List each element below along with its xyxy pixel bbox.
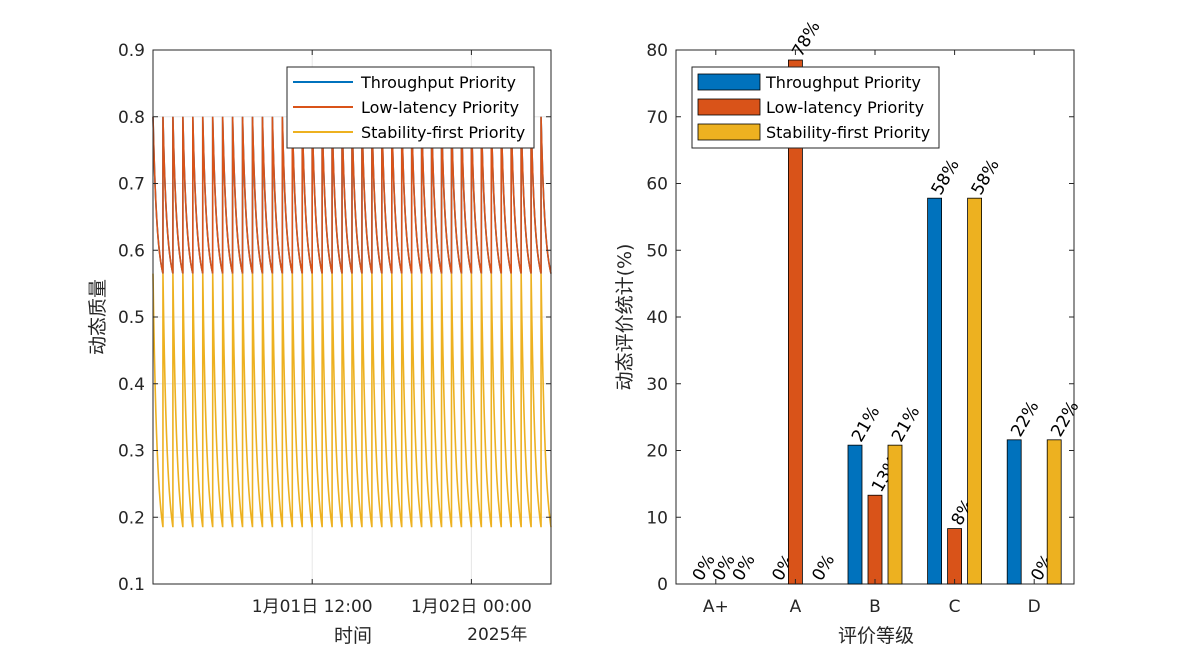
legend-entry: Throughput Priority [360, 73, 516, 92]
data-label: 0% [808, 551, 839, 584]
legend-entry: Low-latency Priority [766, 98, 924, 117]
y-tick-label: 0.3 [118, 442, 145, 462]
x-secondary-label: 2025年 [467, 625, 527, 645]
y-tick-label: 0.9 [118, 41, 145, 61]
y-tick-label: 20 [646, 442, 668, 462]
bar [868, 495, 882, 584]
y-tick-label: 0.5 [118, 308, 145, 328]
data-label: 0% [729, 551, 760, 584]
x-tick-label: 1月01日 12:00 [252, 597, 373, 617]
y-tick-label: 50 [646, 241, 668, 261]
legend-entry: Stability-first Priority [766, 123, 930, 142]
x-axis-label: 评价等级 [838, 625, 914, 647]
bar [968, 198, 982, 584]
y-tick-label: 0.1 [118, 575, 145, 595]
bar [888, 445, 902, 584]
x-tick-label: B [869, 597, 881, 617]
y-axis-label: 动态质量 [87, 279, 109, 355]
line-chart: 0.1 0.2 0.3 0.4 0.5 0.6 0.7 0.8 0.9 1月01日 12:00 1月… [87, 41, 551, 647]
legend-entry: Stability-first Priority [361, 123, 525, 142]
y-tick-label: 60 [646, 175, 668, 195]
y-tick-label: 10 [646, 508, 668, 528]
x-tick-label: C [949, 597, 961, 617]
legend-entry: Throughput Priority [765, 73, 921, 92]
y-tick-label: 40 [646, 308, 668, 328]
legend-swatch [698, 99, 760, 115]
x-tick-label: 1月02日 00:00 [411, 597, 532, 617]
data-label: 22% [1047, 398, 1083, 441]
y-tick-label: 0.4 [118, 375, 145, 395]
y-tick-label: 0.8 [118, 108, 145, 128]
bar [1007, 440, 1021, 584]
data-label: 22% [1007, 398, 1043, 441]
series-line-2 [153, 274, 551, 528]
legend-swatch [698, 124, 760, 140]
bar [948, 529, 962, 584]
data-label: 78% [788, 18, 824, 61]
bar [928, 198, 942, 584]
y-tick-label: 70 [646, 108, 668, 128]
x-tick-label: D [1028, 597, 1041, 617]
y-tick-label: 80 [646, 41, 668, 61]
y-axis-label: 动态评价统计(%) [614, 244, 636, 391]
x-tick-label: A [790, 597, 802, 617]
legend-swatch [698, 74, 760, 90]
y-tick-label: 0.6 [118, 241, 145, 261]
x-axis-label: 时间 [334, 625, 372, 647]
bar [1047, 440, 1061, 584]
data-label: 58% [928, 156, 964, 199]
y-tick-label: 0.2 [118, 508, 145, 528]
data-label: 58% [968, 156, 1004, 199]
data-label: 21% [848, 403, 884, 446]
bar-chart: 0% 0%21%58%22%0%78%13%8%0%0% 0%21%58%22%01… [614, 18, 1083, 647]
y-tick-label: 0 [657, 575, 668, 595]
legend-entry: Low-latency Priority [361, 98, 519, 117]
y-tick-label: 30 [646, 375, 668, 395]
data-label: 21% [888, 403, 924, 446]
y-tick-label: 0.7 [118, 175, 145, 195]
bar [848, 445, 862, 584]
x-tick-label: A+ [703, 597, 729, 617]
